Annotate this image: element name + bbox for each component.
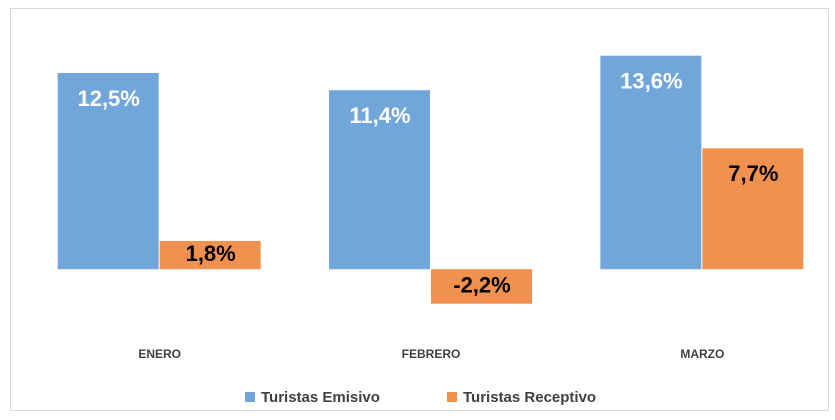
bar: [159, 240, 261, 270]
legend-label: Turistas Receptivo: [463, 389, 596, 406]
data-label: 1,8%: [186, 241, 236, 266]
legend-swatch: [447, 392, 457, 402]
bar: [600, 55, 702, 270]
x-tick-label: FEBRERO: [402, 347, 461, 361]
x-tick-label: MARZO: [680, 347, 724, 361]
bar: [702, 148, 804, 270]
data-label: 7,7%: [728, 161, 778, 186]
legend-swatch: [245, 392, 255, 402]
data-label: 12,5%: [77, 86, 139, 111]
x-tick-label: ENERO: [138, 347, 181, 361]
bar: [57, 72, 159, 270]
data-label: -2,2%: [453, 272, 510, 297]
bar: [329, 90, 430, 270]
data-label: 11,4%: [349, 103, 410, 128]
data-label: 13,6%: [620, 68, 682, 93]
bar: [431, 269, 532, 304]
legend-label: Turistas Emisivo: [261, 389, 380, 406]
